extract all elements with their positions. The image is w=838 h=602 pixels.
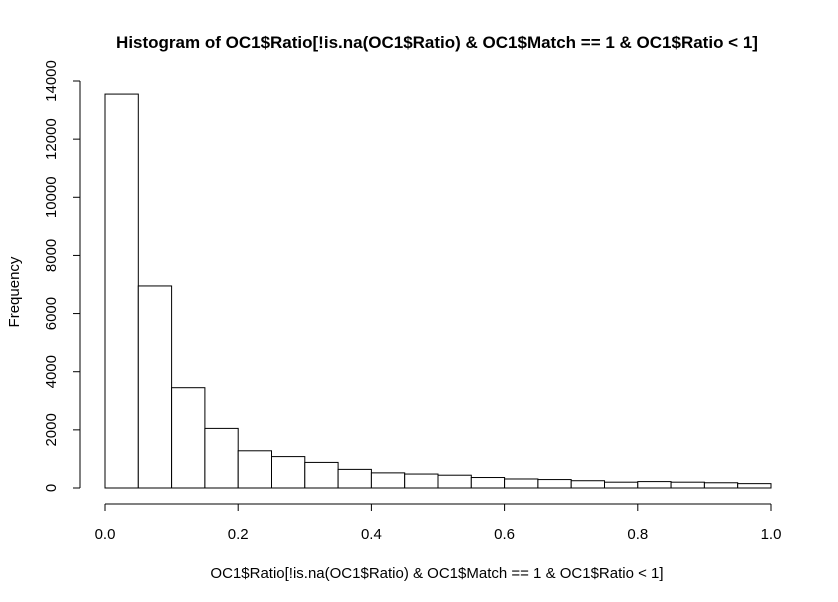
- x-tick-label: 0.2: [228, 526, 249, 543]
- histogram-bars: [104, 93, 772, 489]
- histogram-bar-6: [304, 461, 339, 489]
- histogram-bar-10: [437, 474, 472, 489]
- y-axis: 0 2000 4000 6000 8000 10000 12000 14000: [43, 60, 81, 492]
- histogram-bar-1: [137, 285, 173, 489]
- x-axis-label: OC1$Ratio[!is.na(OC1$Ratio) & OC1$Match …: [210, 565, 663, 582]
- histogram-bar-8: [370, 472, 406, 489]
- y-tick-label: 14000: [43, 60, 60, 102]
- histogram-bar-5: [271, 456, 306, 489]
- histogram-bar-12: [504, 478, 539, 489]
- y-tick-label: 0: [43, 484, 60, 492]
- y-tick-label: 8000: [43, 239, 60, 272]
- y-tick-label: 2000: [43, 413, 60, 446]
- histogram-bar-9: [404, 473, 439, 489]
- y-tick-label: 4000: [43, 355, 60, 388]
- histogram-bar-11: [470, 477, 506, 489]
- histogram-bar-19: [737, 483, 772, 489]
- x-tick-label: 0.4: [361, 526, 382, 543]
- histogram-bar-7: [337, 468, 372, 489]
- chart-title: Histogram of OC1$Ratio[!is.na(OC1$Ratio)…: [116, 33, 758, 52]
- y-tick-label: 6000: [43, 297, 60, 330]
- histogram-bar-4: [237, 450, 272, 489]
- x-tick-label: 0.8: [627, 526, 648, 543]
- histogram-bar-13: [537, 479, 572, 489]
- x-tick-label: 1.0: [761, 526, 782, 543]
- histogram-bar-15: [604, 481, 639, 489]
- y-tick-label: 10000: [43, 176, 60, 218]
- histogram-bar-16: [637, 481, 672, 489]
- histogram-bar-18: [703, 482, 739, 489]
- y-axis-label: Frequency: [6, 256, 23, 327]
- y-tick-label: 12000: [43, 118, 60, 160]
- x-tick-label: 0.0: [95, 526, 116, 543]
- histogram-bar-14: [570, 480, 606, 489]
- histogram-bar-0: [104, 93, 139, 489]
- histogram-bar-3: [204, 427, 239, 489]
- histogram-bar-2: [171, 387, 206, 489]
- x-axis: 0.0 0.2 0.4 0.6 0.8 1.0: [95, 503, 782, 543]
- histogram-bar-17: [670, 481, 705, 489]
- x-tick-label: 0.6: [494, 526, 515, 543]
